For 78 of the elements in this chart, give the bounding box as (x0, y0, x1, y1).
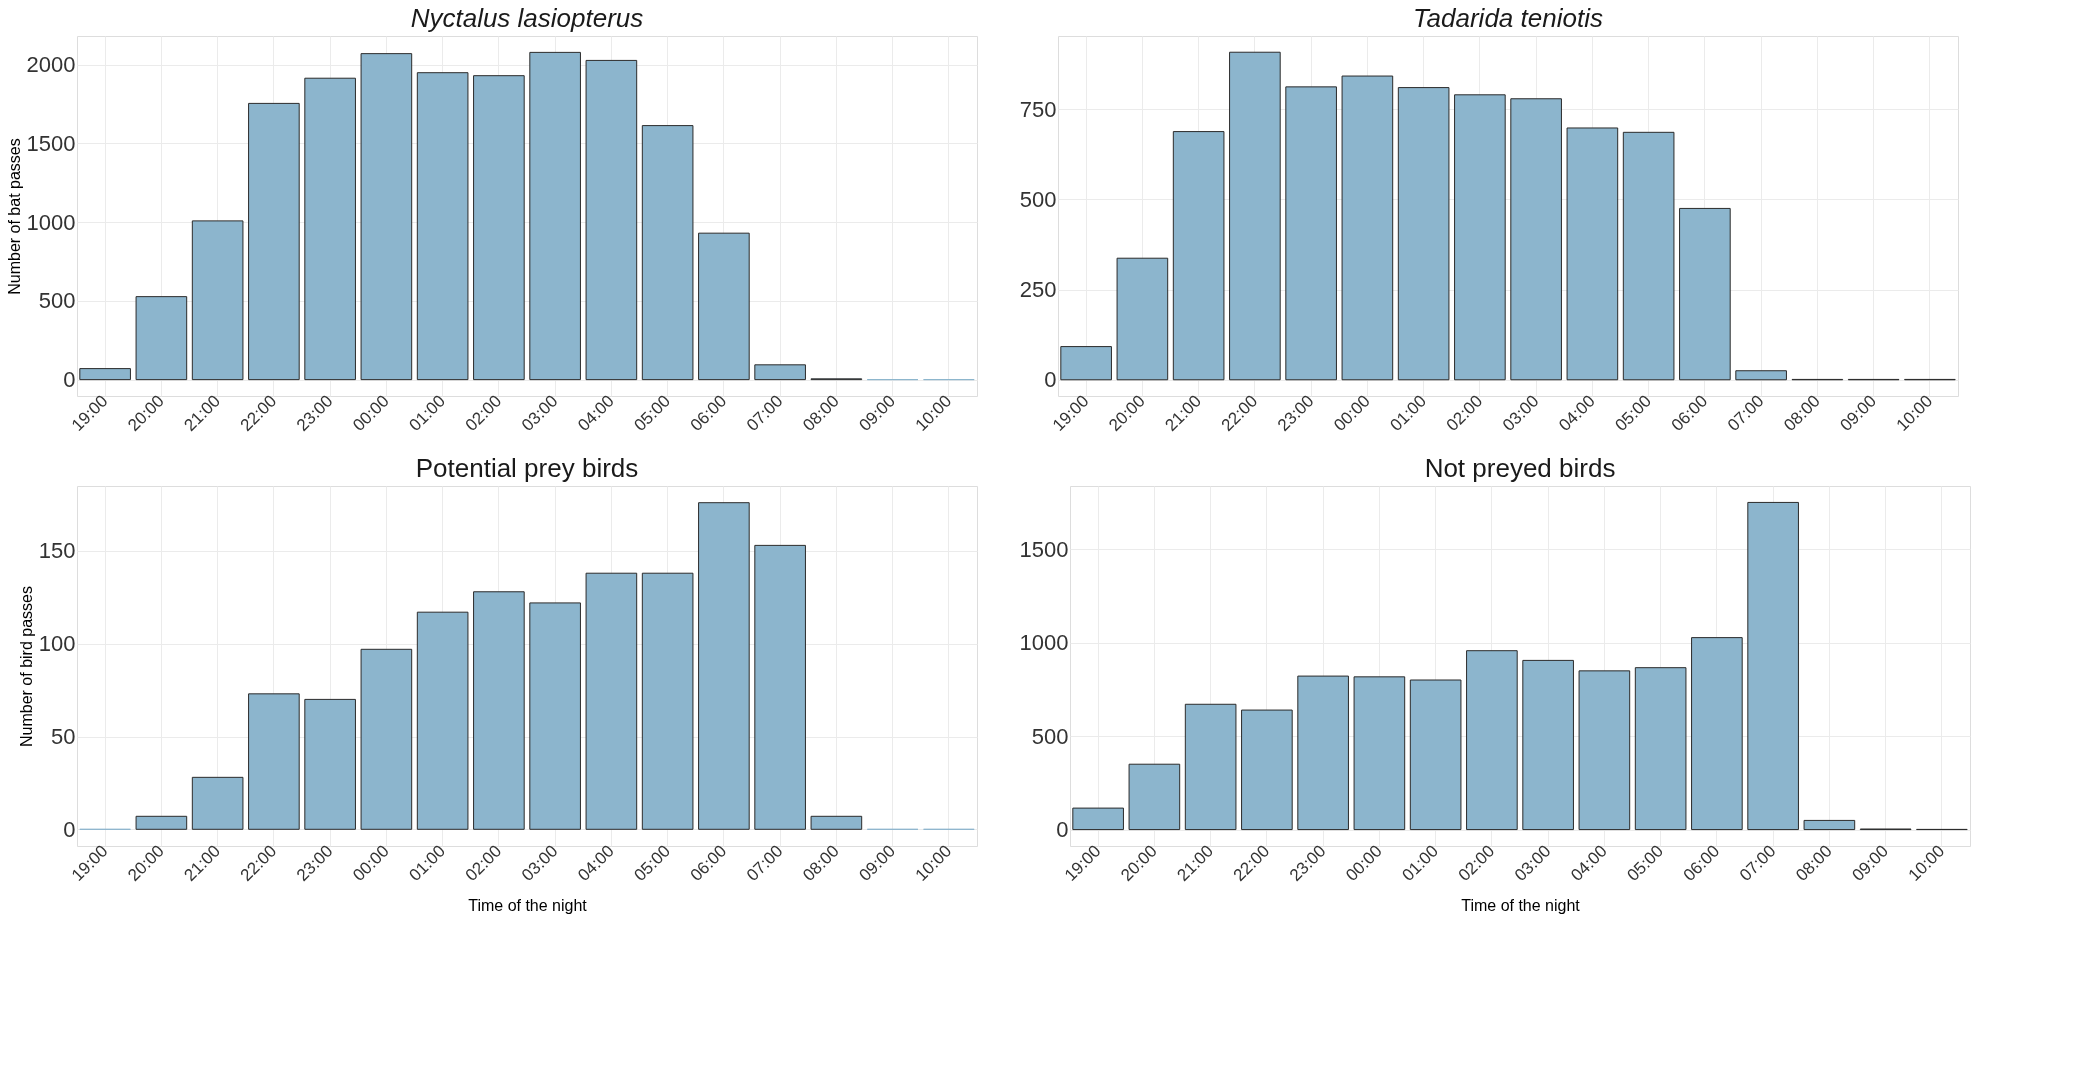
y-tick-label: 150 (38, 538, 76, 564)
bar (1634, 667, 1687, 831)
x-axis-title: Time of the night (1461, 897, 1581, 915)
bar (1297, 675, 1349, 831)
y-tick-label: 500 (1019, 186, 1057, 212)
y-tick-label: 0 (63, 367, 76, 393)
x-axis-title: Time of the night (468, 897, 588, 915)
bar (360, 53, 413, 381)
bar (416, 611, 469, 830)
bar (1454, 94, 1506, 381)
y-tick-label: 500 (1031, 723, 1069, 749)
bar (1229, 51, 1281, 381)
bar (754, 364, 806, 381)
y-tick-label: 500 (38, 288, 76, 314)
bar (135, 815, 188, 830)
y-tick-label: 1000 (26, 209, 76, 235)
bar (1803, 819, 1856, 831)
bar (191, 776, 244, 830)
bar (1510, 98, 1562, 381)
y-tick-label: 250 (1019, 277, 1057, 303)
bar (754, 544, 806, 830)
bar (1341, 75, 1394, 381)
chart-title: Potential prey birds (415, 453, 639, 483)
bar (1353, 676, 1406, 831)
bar (1566, 127, 1619, 381)
bar (304, 698, 356, 830)
y-axis-title: Number of bird passes (17, 586, 35, 747)
bar (1622, 131, 1675, 381)
y-tick-label: 100 (38, 631, 76, 657)
bar (1679, 207, 1731, 381)
y-tick-label: 1500 (1019, 536, 1069, 562)
bar (1128, 763, 1181, 831)
y-tick-label: 1500 (26, 130, 76, 156)
bar (1747, 501, 1799, 831)
bar (1116, 257, 1169, 381)
bar (585, 59, 638, 381)
bar (135, 296, 188, 381)
chart-title: Tadarida teniotis (1413, 3, 1603, 33)
bar (1060, 346, 1112, 381)
bar (1578, 670, 1631, 831)
bar (1522, 659, 1574, 831)
bar (529, 51, 581, 381)
bar (698, 502, 750, 830)
bar (79, 368, 131, 381)
bar (248, 102, 300, 381)
bar (473, 75, 525, 381)
chart-title: Nyctalus lasiopterus (410, 3, 644, 33)
y-tick-label: 50 (51, 724, 76, 750)
bar (1397, 87, 1450, 381)
bar (1466, 650, 1518, 831)
bar (585, 572, 638, 830)
bar (1241, 709, 1293, 831)
bar (1409, 679, 1462, 831)
bar (1184, 703, 1237, 831)
bar (641, 125, 694, 381)
bar (191, 220, 244, 381)
y-axis-title: Number of bat passes (5, 138, 23, 295)
bar (1691, 637, 1743, 831)
y-tick-label: 0 (1044, 367, 1057, 393)
bar (641, 572, 694, 830)
chart-title: Not preyed birds (1424, 453, 1616, 483)
y-tick-label: 1000 (1019, 630, 1069, 656)
y-tick-label: 2000 (26, 52, 76, 78)
bar (529, 602, 581, 830)
bar (698, 232, 750, 381)
bar (304, 77, 356, 381)
y-tick-label: 0 (1056, 817, 1069, 843)
y-tick-label: 0 (63, 816, 76, 842)
bar (1072, 807, 1124, 831)
y-tick-label: 750 (1019, 96, 1057, 122)
bar (360, 648, 413, 830)
bar (473, 591, 525, 830)
bar (1285, 86, 1337, 381)
bar (810, 815, 863, 830)
bar (248, 693, 300, 830)
bar (1172, 131, 1225, 381)
bar (1735, 370, 1787, 381)
bar (416, 72, 469, 381)
